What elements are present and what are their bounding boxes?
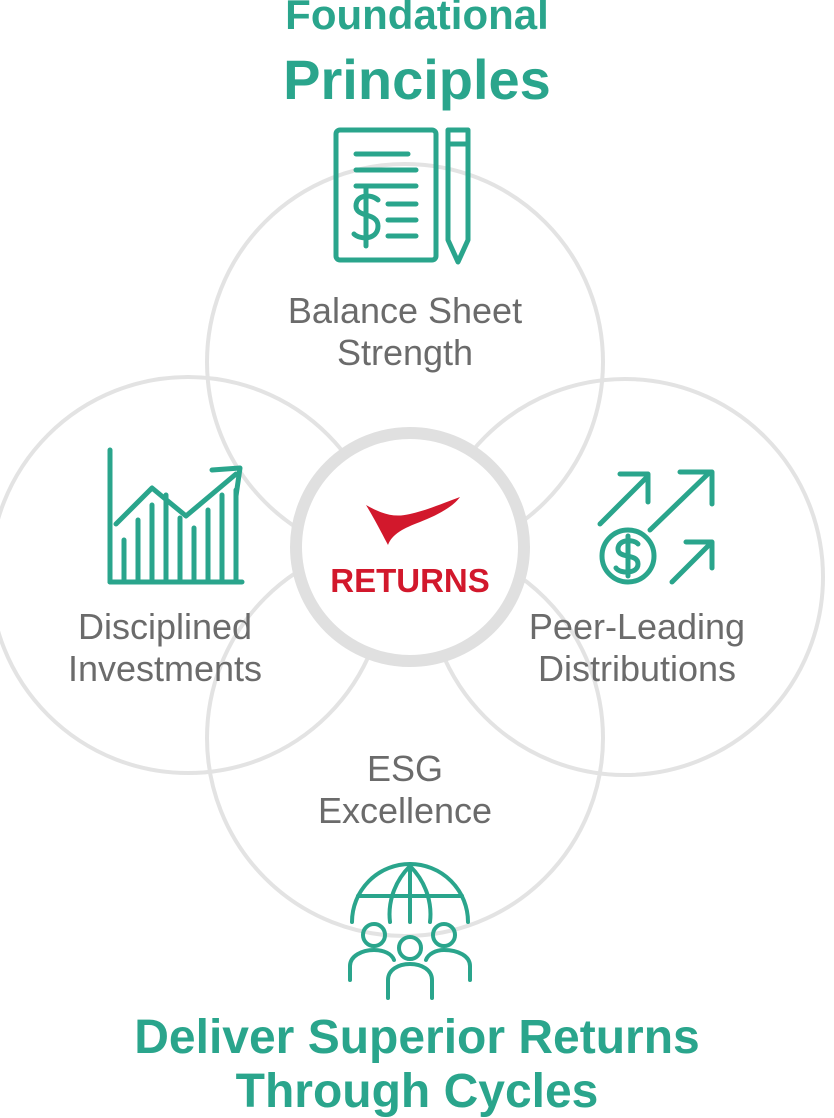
footer-line-1: Deliver Superior Returns <box>134 1011 700 1064</box>
footer-line-2: Through Cycles <box>235 1065 599 1118</box>
principle-left-line-2: Investments <box>67 648 263 690</box>
principle-right-line-2: Distributions <box>537 648 737 690</box>
globe-people-icon <box>348 862 472 1000</box>
principle-bottom-line-1: ESG <box>366 748 444 789</box>
principle-right-line-1: Peer-Leading <box>528 606 746 647</box>
principle-balance-sheet-label: Balance Sheet Strength <box>255 290 555 375</box>
center-circle <box>290 427 530 667</box>
principle-bottom-line-2: Excellence <box>317 790 493 832</box>
financial-document-pencil-icon <box>333 127 471 265</box>
center-returns-label: RETURNS <box>330 562 490 599</box>
title-line-2: Principles <box>283 48 551 111</box>
bar-chart-growth-icon <box>107 447 245 585</box>
principle-top-line-2: Strength <box>336 332 474 374</box>
principle-esg-label: ESG Excellence <box>255 748 555 833</box>
brand-logo-icon <box>366 497 460 545</box>
principle-left-line-1: Disciplined <box>77 606 253 647</box>
principle-top-line-1: Balance Sheet <box>287 290 523 331</box>
principle-disciplined-label: Disciplined Investments <box>40 606 290 691</box>
principle-distributions-label: Peer-Leading Distributions <box>512 606 762 691</box>
dollar-arrows-icon <box>597 469 715 585</box>
title-line-1: Foundational <box>285 0 549 38</box>
